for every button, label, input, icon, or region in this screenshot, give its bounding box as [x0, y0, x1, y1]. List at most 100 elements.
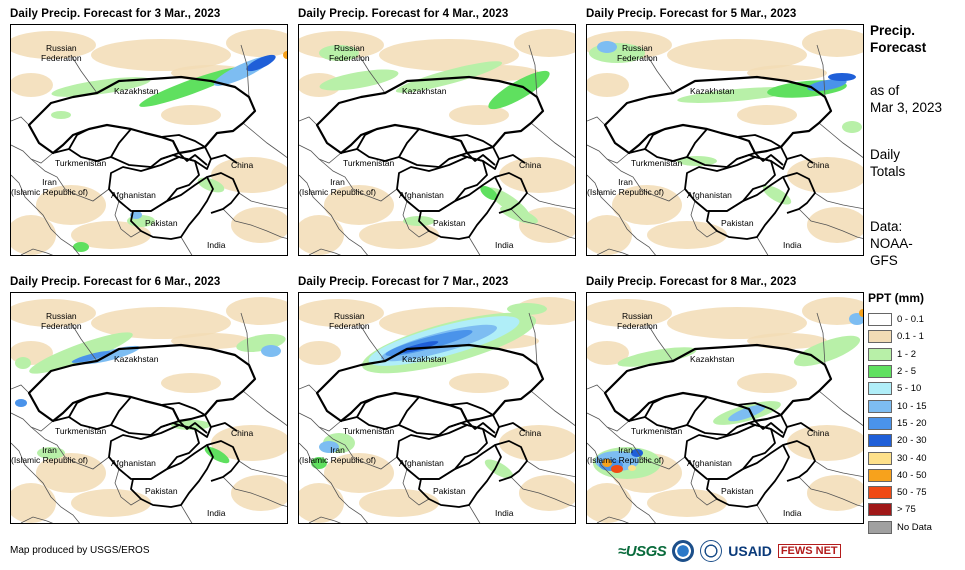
- legend-swatch: [868, 313, 892, 327]
- forecast-panel: Daily Precip. Forecast for 7 Mar., 2023 …: [298, 276, 576, 526]
- label-india: India: [495, 508, 514, 518]
- label-pakistan: Pakistan: [721, 486, 754, 496]
- legend-label: 0.1 - 1: [897, 331, 924, 343]
- precip-legend: PPT (mm) 0 - 0.1 0.1 - 1 1 - 2 2 - 5 5 - 10 1…: [868, 291, 932, 536]
- legend-item: 15 - 20: [868, 415, 932, 432]
- legend-item: 0 - 0.1: [868, 311, 932, 328]
- map-frame: Russian Federation Kazakhstan Turkmenistan C…: [586, 24, 864, 256]
- legend-swatch: [868, 399, 892, 413]
- label-afghanistan: Afghanistan: [111, 190, 156, 200]
- label-afghanistan: Afghanistan: [111, 458, 156, 468]
- label-afghanistan: Afghanistan: [399, 458, 444, 468]
- panel-title: Daily Precip. Forecast for 6 Mar., 2023: [10, 276, 221, 288]
- label-afghanistan: Afghanistan: [399, 190, 444, 200]
- forecast-panel: Daily Precip. Forecast for 5 Mar., 2023 …: [586, 8, 864, 258]
- label-china: China: [519, 428, 542, 438]
- label-russian-federation: Russian Federation: [617, 43, 658, 63]
- forecast-panel: Daily Precip. Forecast for 3 Mar., 2023 …: [10, 8, 288, 258]
- panel-title: Daily Precip. Forecast for 7 Mar., 2023: [298, 276, 509, 288]
- legend-swatch: [868, 486, 892, 500]
- legend-label: 15 - 20: [897, 417, 927, 429]
- legend-swatch: [868, 347, 892, 361]
- label-iran: Iran (Islamic Republic of): [587, 445, 664, 465]
- label-russian-federation: Russian Federation: [41, 311, 82, 331]
- label-pakistan: Pakistan: [145, 486, 178, 496]
- legend-item: 50 - 75: [868, 484, 932, 501]
- map-frame: Russian Federation Kazakhstan Turkmenistan C…: [298, 24, 576, 256]
- map-frame: Russian Federation Kazakhstan Turkmenistan C…: [10, 292, 288, 524]
- label-iran: Iran (Islamic Republic of): [299, 445, 376, 465]
- label-india: India: [495, 240, 514, 250]
- legend-label: 20 - 30: [897, 435, 927, 447]
- label-afghanistan: Afghanistan: [687, 458, 732, 468]
- logo-strip: ≈USGS USAID FEWS NET: [618, 538, 841, 564]
- label-china: China: [231, 428, 254, 438]
- panel-title: Daily Precip. Forecast for 3 Mar., 2023: [10, 8, 221, 20]
- label-pakistan: Pakistan: [145, 218, 178, 228]
- legend-swatch: [868, 365, 892, 379]
- label-kazakhstan: Kazakhstan: [402, 86, 447, 96]
- label-russian-federation: Russian Federation: [329, 311, 370, 331]
- forecast-panel: Daily Precip. Forecast for 4 Mar., 2023 …: [298, 8, 576, 258]
- legend-swatch: [868, 434, 892, 448]
- label-iran: Iran (Islamic Republic of): [587, 177, 664, 197]
- label-russian-federation: Russian Federation: [41, 43, 82, 63]
- side-as-of: as of Mar 3, 2023: [870, 83, 943, 115]
- side-title: Precip. Forecast: [870, 23, 927, 55]
- panel-title: Daily Precip. Forecast for 4 Mar., 2023: [298, 8, 509, 20]
- label-turkmenistan: Turkmenistan: [343, 426, 395, 436]
- legend-item: 10 - 15: [868, 397, 932, 414]
- fews-net-logo: FEWS NET: [777, 544, 841, 558]
- precip-map: [11, 29, 287, 255]
- legend-label: 40 - 50: [897, 469, 927, 481]
- legend-swatch: [868, 330, 892, 344]
- map-frame: Russian Federation Kazakhstan Turkmenistan C…: [10, 24, 288, 256]
- legend-item: 5 - 10: [868, 380, 932, 397]
- label-china: China: [807, 428, 830, 438]
- precip-map: [587, 297, 863, 523]
- legend-label: 10 - 15: [897, 400, 927, 412]
- label-turkmenistan: Turkmenistan: [55, 426, 107, 436]
- label-china: China: [807, 160, 830, 170]
- label-russian-federation: Russian Federation: [329, 43, 370, 63]
- precip-map: [299, 29, 575, 255]
- usaid-seal-logo: [700, 540, 723, 562]
- legend-swatch: [868, 451, 892, 465]
- precip-map: [587, 29, 863, 255]
- legend-item: 1 - 2: [868, 346, 932, 363]
- usaid-logo: USAID: [728, 543, 772, 559]
- label-kazakhstan: Kazakhstan: [690, 86, 735, 96]
- label-china: China: [519, 160, 542, 170]
- label-pakistan: Pakistan: [433, 218, 466, 228]
- label-india: India: [783, 240, 802, 250]
- legend-swatch: [868, 503, 892, 517]
- legend-label: 5 - 10: [897, 383, 922, 395]
- legend-title: PPT (mm): [868, 291, 925, 305]
- panel-title: Daily Precip. Forecast for 8 Mar., 2023: [586, 276, 797, 288]
- legend-item: 40 - 50: [868, 467, 932, 484]
- forecast-panel: Daily Precip. Forecast for 6 Mar., 2023 …: [10, 276, 288, 526]
- map-frame: Russian Federation Kazakhstan Turkmenistan C…: [586, 292, 864, 524]
- legend-label: 0 - 0.1: [897, 314, 924, 326]
- legend-label: 50 - 75: [897, 487, 927, 499]
- legend-label: 2 - 5: [897, 366, 917, 378]
- label-turkmenistan: Turkmenistan: [631, 426, 683, 436]
- label-turkmenistan: Turkmenistan: [343, 158, 395, 168]
- panel-title: Daily Precip. Forecast for 5 Mar., 2023: [586, 8, 797, 20]
- legend-item: No Data: [868, 519, 932, 536]
- label-kazakhstan: Kazakhstan: [114, 86, 159, 96]
- map-frame: Russian Federation Kazakhstan Turkmenistan C…: [298, 292, 576, 524]
- forecast-panel: Daily Precip. Forecast for 8 Mar., 2023 …: [586, 276, 864, 526]
- legend-label: 1 - 2: [897, 348, 917, 360]
- label-pakistan: Pakistan: [433, 486, 466, 496]
- label-india: India: [783, 508, 802, 518]
- precip-map: [299, 297, 575, 523]
- label-iran: Iran (Islamic Republic of): [299, 177, 376, 197]
- label-china: China: [231, 160, 254, 170]
- label-iran: Iran (Islamic Republic of): [11, 177, 88, 197]
- legend-swatch: [868, 416, 892, 430]
- legend-swatch: [868, 382, 892, 396]
- legend-swatch: [868, 520, 892, 534]
- legend-swatch: [868, 468, 892, 482]
- legend-label: > 75: [897, 504, 916, 516]
